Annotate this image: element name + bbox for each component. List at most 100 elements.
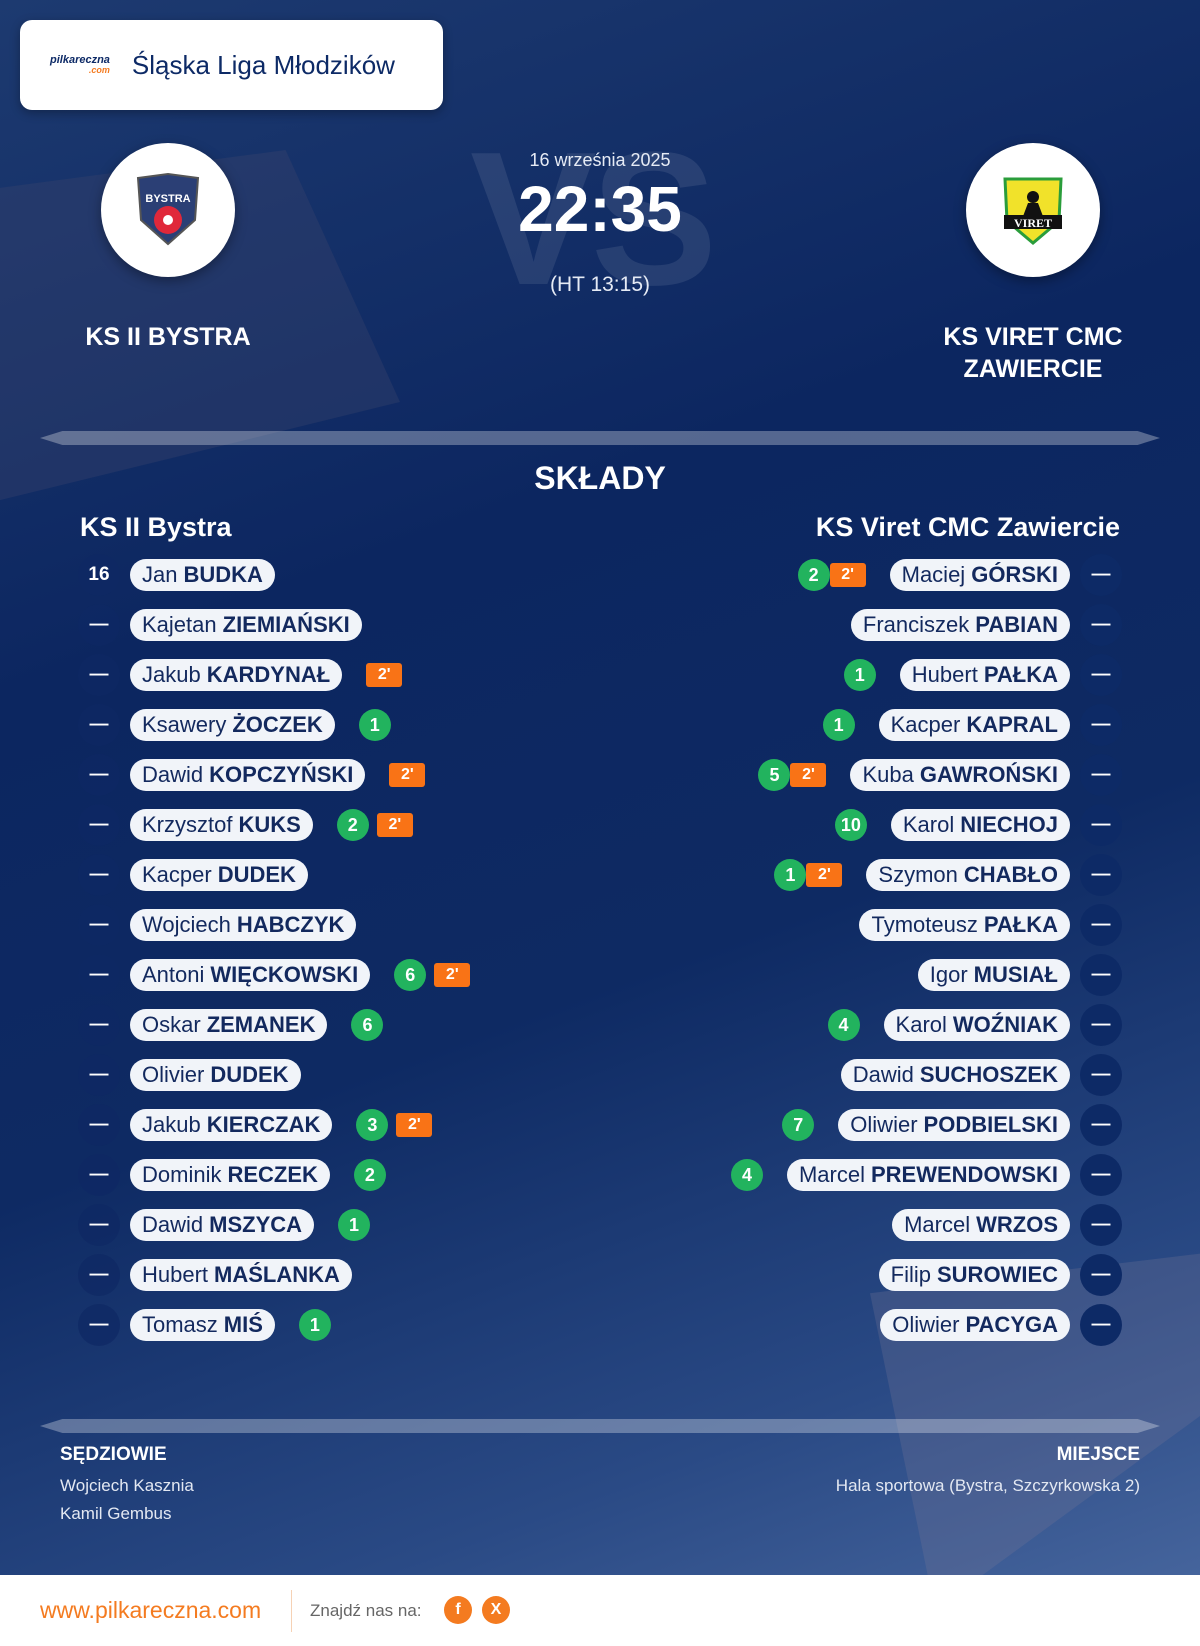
shirt-number: — bbox=[1080, 704, 1122, 746]
player-name: Hubert PAŁKA bbox=[899, 659, 1070, 691]
halftime-score: (HT 13:15) bbox=[550, 273, 650, 296]
player-stats: 1 bbox=[358, 709, 399, 741]
player-name: Olivier DUDEK bbox=[130, 1059, 301, 1091]
shirt-number: — bbox=[78, 754, 120, 796]
player-stats: 2' bbox=[389, 763, 426, 787]
first-name: Filip bbox=[890, 1262, 931, 1287]
lineups-title: SKŁADY bbox=[534, 460, 666, 496]
shirt-number: — bbox=[1080, 1254, 1122, 1296]
player-row: — Dawid KOPCZYŃSKI 2' bbox=[78, 754, 426, 796]
last-name: PODBIELSKI bbox=[923, 1112, 1058, 1137]
match-card-background: VS pilkareczna .com Śląska Liga Młodzików… bbox=[0, 0, 1200, 1575]
player-row: — Hubert MAŚLANKA bbox=[78, 1254, 376, 1296]
player-row: — Kacper KAPRAL 1 bbox=[815, 704, 1122, 746]
goals-badge: 10 bbox=[834, 809, 867, 841]
shirt-number: 16 bbox=[78, 554, 120, 596]
first-name: Szymon bbox=[878, 862, 958, 887]
player-stats: 10 bbox=[827, 809, 867, 841]
player-name: Karol NIECHOJ bbox=[890, 809, 1070, 841]
league-header: pilkareczna .com Śląska Liga Młodzików bbox=[20, 20, 443, 110]
first-name: Dawid bbox=[852, 1062, 914, 1087]
referee-name: Wojciech Kasznia bbox=[60, 1476, 194, 1495]
shirt-number: — bbox=[78, 1304, 120, 1346]
shirt-number: — bbox=[1080, 604, 1122, 646]
shirt-number: — bbox=[1080, 804, 1122, 846]
referees-title: SĘDZIOWIE bbox=[60, 1444, 167, 1465]
player-stats: 1 2' bbox=[766, 859, 843, 891]
first-name: Kajetan bbox=[142, 612, 217, 637]
svg-text:BYSTRA: BYSTRA bbox=[145, 193, 190, 205]
player-name: Marcel PREWENDOWSKI bbox=[786, 1159, 1070, 1191]
player-name: Jan BUDKA bbox=[130, 559, 275, 591]
first-name: Kacper bbox=[142, 862, 212, 887]
last-name: BUDKA bbox=[183, 562, 263, 587]
first-name: Maciej bbox=[901, 562, 966, 587]
player-name: Filip SUROWIEC bbox=[878, 1259, 1070, 1291]
player-row: — Karol WOŹNIAK 4 bbox=[820, 1004, 1122, 1046]
player-name: Kacper KAPRAL bbox=[878, 709, 1070, 741]
penalty-badge: 2' bbox=[389, 763, 426, 787]
last-name: HABCZYK bbox=[236, 912, 345, 937]
first-name: Karol bbox=[902, 812, 955, 837]
player-stats: 1 bbox=[298, 1309, 339, 1341]
shirt-number: — bbox=[1080, 654, 1122, 696]
player-name: Maciej GÓRSKI bbox=[889, 559, 1070, 591]
first-name: Igor bbox=[929, 962, 968, 987]
first-name: Oliwier bbox=[850, 1112, 918, 1137]
shirt-number: — bbox=[1080, 1104, 1122, 1146]
last-name: ZIEMIAŃSKI bbox=[222, 612, 350, 637]
last-name: KIERCZAK bbox=[206, 1112, 321, 1137]
player-row: — Karol NIECHOJ 10 bbox=[827, 804, 1122, 846]
player-stats: 2' bbox=[366, 663, 403, 687]
last-name: KAPRAL bbox=[966, 712, 1058, 737]
last-name: KUKS bbox=[238, 812, 301, 837]
decorative-shape bbox=[870, 1250, 1200, 1575]
last-name: DUDEK bbox=[210, 1062, 289, 1087]
goals-badge: 6 bbox=[394, 959, 427, 991]
shirt-number: — bbox=[78, 1104, 120, 1146]
x-icon[interactable]: X bbox=[482, 1596, 510, 1624]
player-stats: 6 bbox=[351, 1009, 391, 1041]
player-stats: 2 bbox=[353, 1159, 394, 1191]
player-name: Oskar ZEMANEK bbox=[130, 1009, 328, 1041]
last-name: WRZOS bbox=[976, 1212, 1058, 1237]
shirt-number: — bbox=[78, 804, 120, 846]
goals-badge: 7 bbox=[782, 1109, 815, 1141]
player-row: — Tymoteusz PAŁKA bbox=[835, 904, 1122, 946]
first-name: Kacper bbox=[890, 712, 961, 737]
shirt-number: — bbox=[78, 1154, 120, 1196]
first-name: Karol bbox=[895, 1012, 947, 1037]
last-name: RECZEK bbox=[227, 1162, 318, 1187]
goals-badge: 1 bbox=[358, 709, 391, 741]
player-stats: 2 2' bbox=[336, 809, 413, 841]
player-row: — Filip SUROWIEC bbox=[855, 1254, 1122, 1296]
shirt-number: — bbox=[78, 604, 120, 646]
goals-badge: 4 bbox=[827, 1009, 860, 1041]
shirt-number: — bbox=[78, 1204, 120, 1246]
goals-badge: 2 bbox=[353, 1159, 386, 1191]
referee-name: Kamil Gembus bbox=[60, 1504, 172, 1523]
first-name: Hubert bbox=[911, 662, 978, 687]
player-row: — Dominik RECZEK 2 bbox=[78, 1154, 394, 1196]
facebook-icon[interactable]: f bbox=[444, 1596, 472, 1624]
last-name: MUSIAŁ bbox=[973, 962, 1058, 987]
player-row: — Ksawery ŻOCZEK 1 bbox=[78, 704, 399, 746]
shirt-number: — bbox=[78, 654, 120, 696]
home-team-logo: BYSTRA bbox=[101, 143, 235, 277]
shirt-number: — bbox=[78, 1004, 120, 1046]
player-name: Krzysztof KUKS bbox=[130, 809, 313, 841]
website-link[interactable]: www.pilkareczna.com bbox=[40, 1597, 262, 1623]
goals-badge: 1 bbox=[338, 1209, 371, 1241]
player-name: Karol WOŹNIAK bbox=[883, 1009, 1070, 1041]
last-name: PACYGA bbox=[965, 1312, 1059, 1337]
last-name: PAŁKA bbox=[983, 662, 1058, 687]
penalty-badge: 2' bbox=[366, 663, 403, 687]
first-name: Tymoteusz bbox=[871, 912, 978, 937]
last-name: MIŚ bbox=[223, 1312, 263, 1337]
last-name: MSZYCA bbox=[209, 1212, 303, 1237]
penalty-badge: 2' bbox=[790, 763, 827, 787]
shirt-number: — bbox=[1080, 954, 1122, 996]
first-name: Oliwier bbox=[892, 1312, 960, 1337]
last-name: ŻOCZEK bbox=[232, 712, 323, 737]
last-name: KARDYNAŁ bbox=[206, 662, 331, 687]
